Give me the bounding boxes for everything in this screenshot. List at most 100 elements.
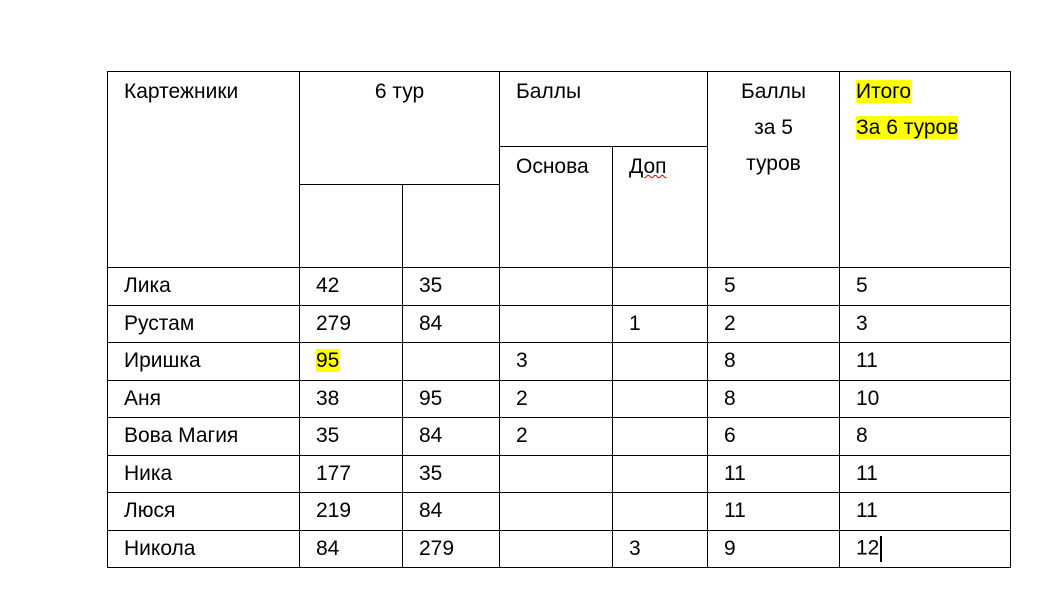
cell-a: 84 — [299, 529, 403, 568]
header-points5-line1: Баллы — [740, 80, 807, 103]
header-total: Итого За 6 туров — [839, 71, 1011, 268]
cell-name: Иришка — [107, 342, 300, 381]
table-row: Аня 38 95 2 8 10 — [107, 379, 1011, 418]
cell-p5: 11 — [707, 454, 840, 493]
cell-extra — [612, 379, 708, 418]
cell-b: 279 — [402, 529, 500, 568]
cell-a: 279 — [299, 304, 403, 343]
cell-a-value: 279 — [316, 311, 352, 335]
cell-a: 95 — [299, 342, 403, 381]
cell-b-value: 35 — [419, 274, 443, 298]
cell-total: 3 — [839, 304, 1011, 343]
cell-extra — [612, 454, 708, 493]
cell-b: 84 — [402, 492, 500, 531]
text-cursor — [880, 535, 883, 562]
cell-a-value: 219 — [316, 499, 352, 523]
cell-p5-value: 11 — [724, 461, 746, 485]
header-extra-label: Доп — [629, 155, 667, 178]
cell-p5-value: 5 — [724, 274, 736, 298]
cell-base — [499, 529, 613, 568]
cell-total-value: 11 — [856, 349, 878, 373]
cell-a: 219 — [299, 492, 403, 531]
cell-b: 84 — [402, 304, 500, 343]
cell-name: Ника — [107, 454, 300, 493]
header-round6: 6 тур — [299, 71, 500, 185]
cell-extra — [612, 492, 708, 531]
cell-total: 10 — [839, 379, 1011, 418]
cell-extra: 1 — [612, 304, 708, 343]
cell-b-value: 84 — [419, 311, 443, 335]
cell-name-value: Рустам — [124, 311, 195, 335]
cell-total: 8 — [839, 417, 1011, 456]
cell-total-value: 11 — [856, 461, 878, 485]
cell-b-value: 35 — [419, 461, 443, 485]
scores-table: Картежники 6 тур Баллы Баллы за 5 туров … — [107, 71, 1011, 568]
cell-extra-value: 3 — [629, 536, 641, 560]
cell-total-value: 3 — [856, 311, 868, 335]
header-points-5-rounds: Баллы за 5 туров — [707, 71, 840, 268]
cell-extra: 3 — [612, 529, 708, 568]
header-total-line1: Итого — [856, 80, 912, 103]
cell-total: 11 — [839, 492, 1011, 531]
cell-total: 11 — [839, 342, 1011, 381]
cell-p5-value: 8 — [724, 349, 736, 373]
header-total-line2: За 6 туров — [856, 116, 959, 139]
cell-p5: 11 — [707, 492, 840, 531]
cell-total-value: 11 — [856, 499, 878, 523]
cell-p5-value: 6 — [724, 424, 736, 448]
cell-base-value: 2 — [516, 386, 528, 410]
cell-name-value: Иришка — [124, 349, 201, 373]
table-row: Ника 177 35 11 11 — [107, 454, 1011, 493]
table-row: Никола 84 279 3 9 12 — [107, 529, 1011, 568]
cell-name: Аня — [107, 379, 300, 418]
cell-extra — [612, 267, 708, 306]
cell-name-value: Лика — [124, 274, 171, 298]
cell-p5: 5 — [707, 267, 840, 306]
cell-extra — [612, 417, 708, 456]
table-row: Люся 219 84 11 11 — [107, 492, 1011, 531]
cell-a-value: 95 — [316, 349, 340, 373]
header-base: Основа — [499, 146, 613, 268]
header-round6-sub1 — [299, 184, 403, 268]
cell-name: Люся — [107, 492, 300, 531]
cell-total: 11 — [839, 454, 1011, 493]
cell-total: 5 — [839, 267, 1011, 306]
cell-base: 2 — [499, 379, 613, 418]
cell-a-value: 38 — [316, 386, 340, 410]
header-players: Картежники — [107, 71, 300, 268]
header-round6-sub2 — [402, 184, 500, 268]
cell-b: 35 — [402, 267, 500, 306]
cell-b: 95 — [402, 379, 500, 418]
cell-base — [499, 454, 613, 493]
cell-total-value: 8 — [856, 424, 868, 448]
cell-total: 12 — [839, 529, 1011, 568]
cell-a: 35 — [299, 417, 403, 456]
table-row: Вова Магия 35 84 2 6 8 — [107, 417, 1011, 456]
cell-name-value: Ника — [124, 461, 173, 485]
cell-p5-value: 8 — [724, 386, 736, 410]
cell-b-value: 84 — [419, 499, 443, 523]
cell-a-value: 84 — [316, 536, 340, 560]
cell-base — [499, 267, 613, 306]
table-row: Рустам 279 84 1 2 3 — [107, 304, 1011, 343]
header-points5-line3: туров — [746, 152, 801, 175]
header-extra: Доп — [612, 146, 708, 268]
cell-b — [402, 342, 500, 381]
cell-name-value: Вова Магия — [124, 424, 239, 448]
cell-name: Никола — [107, 529, 300, 568]
cell-name-value: Аня — [124, 386, 161, 410]
cell-name: Лика — [107, 267, 300, 306]
cell-p5: 8 — [707, 342, 840, 381]
cell-b-value: 279 — [419, 536, 455, 560]
cell-base: 2 — [499, 417, 613, 456]
cell-p5: 8 — [707, 379, 840, 418]
cell-a-value: 35 — [316, 424, 340, 448]
header-points5-line2: за 5 — [754, 116, 793, 139]
cell-base-value: 2 — [516, 424, 528, 448]
cell-name: Вова Магия — [107, 417, 300, 456]
cell-base-value: 3 — [516, 349, 528, 373]
cell-p5: 9 — [707, 529, 840, 568]
cell-name-value: Люся — [124, 499, 176, 523]
cell-base: 3 — [499, 342, 613, 381]
cell-extra — [612, 342, 708, 381]
